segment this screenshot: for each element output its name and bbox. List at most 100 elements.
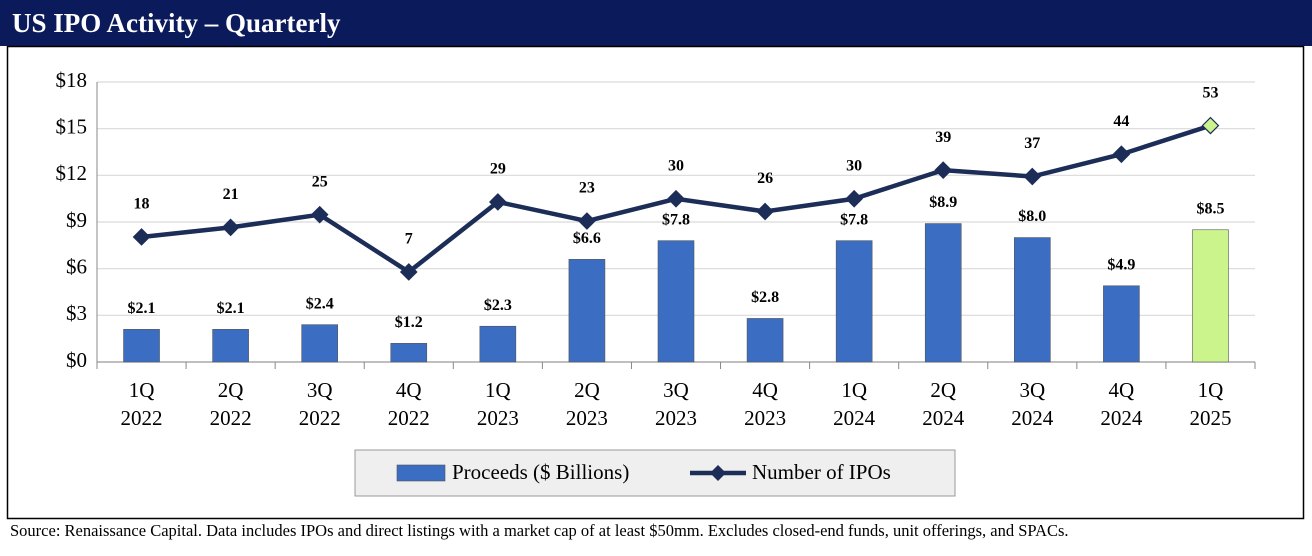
x-tick-label: 1Q 2025 bbox=[1189, 378, 1231, 430]
source-note: Source: Renaissance Capital. Data includ… bbox=[10, 521, 1069, 540]
line-marker bbox=[667, 189, 685, 208]
data-label: $2.3 bbox=[484, 297, 512, 314]
x-tick-label: 1Q 2024 bbox=[833, 378, 876, 430]
x-tick-label-line: 2022 bbox=[210, 406, 252, 430]
x-tick-label-line: 3Q bbox=[663, 378, 689, 402]
data-label: $8.5 bbox=[1196, 200, 1224, 217]
x-tick-label-line: 2024 bbox=[922, 406, 965, 430]
line-marker bbox=[934, 161, 953, 179]
data-label: $4.9 bbox=[1107, 256, 1135, 273]
data-label: 30 bbox=[668, 157, 684, 174]
x-tick-label-line: 2025 bbox=[1189, 406, 1231, 430]
bar bbox=[123, 329, 160, 363]
data-label: $8.9 bbox=[929, 194, 957, 211]
line-marker bbox=[399, 263, 418, 281]
x-tick-label: 2Q 2022 bbox=[210, 378, 252, 430]
x-tick-label-line: 4Q bbox=[396, 378, 422, 402]
x-tick-label-line: 2024 bbox=[833, 406, 876, 430]
x-tick-label: 4Q 2024 bbox=[1100, 378, 1143, 430]
x-tick-label: 2Q 2024 bbox=[922, 378, 965, 430]
line-marker bbox=[1023, 167, 1042, 186]
data-label: 29 bbox=[490, 161, 506, 178]
y-tick-label: $6 bbox=[66, 254, 87, 278]
x-tick-label-line: 1Q bbox=[841, 378, 867, 402]
bar bbox=[924, 223, 962, 363]
x-tick-label-line: 2023 bbox=[566, 406, 608, 430]
title-bar bbox=[0, 0, 1312, 46]
legend-label: Proceeds ($ Billions) bbox=[452, 460, 629, 484]
x-tick-label-line: 1Q bbox=[129, 378, 155, 402]
x-tick-label: 1Q 2022 bbox=[121, 378, 163, 430]
x-tick-label-line: 3Q bbox=[1019, 378, 1045, 402]
x-tick-label-line: 4Q bbox=[752, 378, 778, 402]
chart-frame bbox=[6, 45, 1305, 520]
x-tick-label-line: 2024 bbox=[1011, 406, 1054, 430]
y-tick-label: $15 bbox=[56, 114, 88, 138]
data-label: $2.4 bbox=[306, 295, 334, 312]
bar bbox=[1103, 285, 1140, 363]
y-tick-label: $12 bbox=[56, 161, 88, 185]
x-tick-label-line: 2Q bbox=[930, 378, 956, 402]
data-label: $6.6 bbox=[573, 230, 601, 247]
line-marker bbox=[845, 189, 864, 208]
line-marker bbox=[221, 218, 240, 237]
data-label: 30 bbox=[846, 157, 862, 174]
bar bbox=[657, 240, 695, 363]
data-label: $7.8 bbox=[662, 211, 690, 228]
data-label: 25 bbox=[312, 173, 328, 190]
x-tick-label-line: 2022 bbox=[299, 406, 341, 430]
data-label: $2.1 bbox=[217, 300, 245, 317]
data-label: $2.1 bbox=[128, 300, 156, 317]
y-tick-label: $9 bbox=[66, 208, 87, 232]
line-marker bbox=[578, 212, 596, 230]
line-marker bbox=[488, 193, 507, 211]
line-marker bbox=[132, 228, 151, 246]
x-tick-label: 3Q 2023 bbox=[655, 378, 697, 430]
bar bbox=[1192, 229, 1229, 363]
x-tick-label: 4Q 2023 bbox=[744, 378, 786, 430]
legend-swatch bbox=[396, 464, 446, 482]
data-label: 53 bbox=[1202, 84, 1218, 101]
line-marker bbox=[1112, 145, 1131, 164]
data-label: 44 bbox=[1113, 113, 1129, 130]
legend-box bbox=[354, 449, 956, 497]
data-label: $2.8 bbox=[751, 289, 779, 306]
y-tick-label: $0 bbox=[66, 348, 87, 372]
x-tick-label-line: 4Q bbox=[1109, 378, 1135, 402]
x-tick-label-line: 2023 bbox=[477, 406, 519, 430]
x-tick-label-line: 2022 bbox=[121, 406, 163, 430]
data-label: $1.2 bbox=[395, 314, 423, 331]
x-tick-label: 2Q 2023 bbox=[566, 378, 608, 430]
x-tick-label: 4Q 2022 bbox=[388, 378, 430, 430]
x-tick-label: 3Q 2024 bbox=[1011, 378, 1054, 430]
data-label: 7 bbox=[405, 231, 413, 248]
x-tick-label-line: 2023 bbox=[744, 406, 786, 430]
x-tick-label-line: 2023 bbox=[655, 406, 697, 430]
legend-swatch-marker bbox=[710, 465, 726, 481]
bar bbox=[301, 324, 338, 363]
bar bbox=[1014, 237, 1051, 363]
bar bbox=[835, 240, 873, 363]
bar bbox=[479, 325, 517, 363]
y-tick-label: $3 bbox=[66, 301, 87, 325]
chart-title: US IPO Activity – Quarterly bbox=[12, 8, 341, 38]
legend-label: Number of IPOs bbox=[752, 460, 891, 484]
x-tick-label-line: 1Q bbox=[1198, 378, 1224, 402]
x-tick-label: 3Q 2022 bbox=[299, 378, 341, 430]
data-label: $8.0 bbox=[1018, 208, 1046, 225]
data-label: $7.8 bbox=[840, 211, 868, 228]
x-tick-label-line: 2Q bbox=[574, 378, 600, 402]
line-marker bbox=[310, 205, 329, 224]
line-marker bbox=[1201, 116, 1220, 135]
x-tick-label-line: 1Q bbox=[485, 378, 511, 402]
bar bbox=[390, 343, 428, 363]
x-tick-label-line: 2Q bbox=[218, 378, 244, 402]
y-tick-label: $18 bbox=[56, 68, 88, 92]
x-tick-label: 1Q 2023 bbox=[477, 378, 519, 430]
bar bbox=[212, 329, 249, 363]
bar bbox=[746, 318, 784, 363]
data-label: 21 bbox=[223, 186, 239, 203]
line-marker bbox=[756, 202, 774, 221]
x-tick-label-line: 2024 bbox=[1100, 406, 1143, 430]
